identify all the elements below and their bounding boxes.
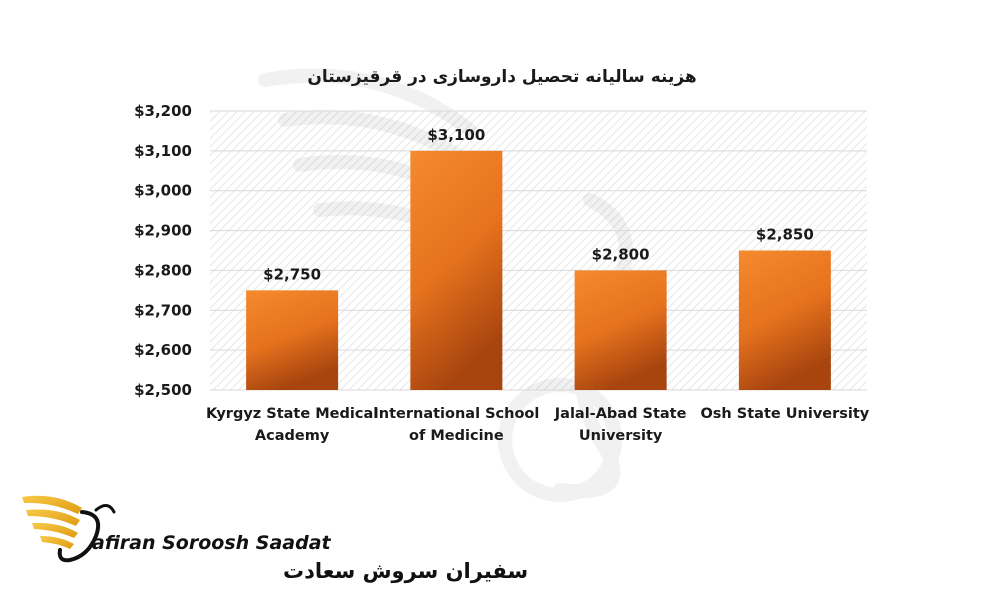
y-tick-label: $2,900 [134,222,192,240]
logo-latin-text: afiran Soroosh Saadat [92,532,332,554]
y-tick-label: $3,200 [134,102,192,120]
watermark-logo [258,68,633,502]
data-labels: $2,750 $3,100 $2,800 $2,850 [263,126,814,284]
x-tick-label: International School [373,406,539,422]
bar [574,270,667,390]
bar [410,150,503,390]
y-tick-label: $2,600 [134,341,192,359]
x-tick-label: Osh State University [700,406,869,422]
data-label: $2,750 [263,265,321,283]
data-label: $2,800 [592,245,650,263]
x-axis: Kyrgyz State Medical Academy International… [206,406,870,444]
bars [246,150,831,390]
bar [246,290,339,390]
wing-icon [22,495,116,563]
y-tick-label: $3,000 [134,182,192,200]
y-tick-label: $3,100 [134,142,192,160]
data-label: $2,850 [756,226,814,244]
chart-title: هزینه سالیانه تحصیل داروسازی در قرقیزستا… [307,67,696,87]
x-tick-label: Academy [255,428,330,444]
y-tick-label: $2,500 [134,381,192,399]
x-tick-label: University [579,428,663,444]
brand-logo: afiran Soroosh Saadat سفیران سروش سعادت [22,495,528,583]
y-tick-label: $2,700 [134,301,192,319]
bar [738,250,831,390]
logo-persian-text: سفیران سروش سعادت [283,559,528,583]
x-tick-label: Jalal-Abad State [554,406,687,422]
x-tick-label: of Medicine [409,428,504,444]
x-tick-label: Kyrgyz State Medical [206,406,378,422]
y-axis: $2,500 $2,600 $2,700 $2,800 $2,900 $3,000 $3,1… [134,102,192,399]
y-tick-label: $2,800 [134,261,192,279]
data-label: $3,100 [427,126,485,144]
